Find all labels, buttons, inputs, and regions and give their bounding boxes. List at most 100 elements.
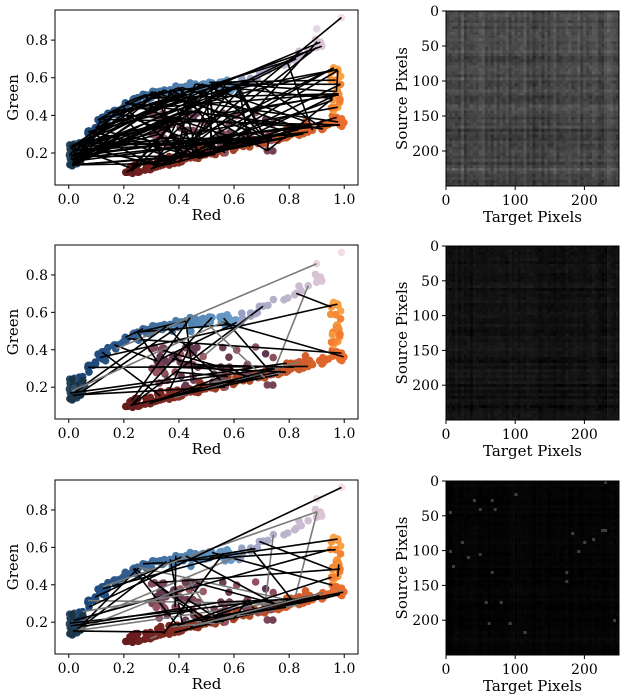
heatmap-cell [577,59,581,63]
heatmap-cell [484,167,489,172]
heatmap-cell [499,110,503,114]
data-point [336,315,345,323]
heatmap-cell [469,164,474,169]
heatmap-cell [526,68,530,72]
heatmap-cell [550,56,554,60]
heatmap-cell [559,267,563,271]
heatmap-cell [505,101,509,105]
heatmap-cell [460,176,465,181]
heatmap-cell [469,176,474,181]
heatmap-cell [595,71,599,75]
match-line [74,144,161,167]
heatmap-cell [466,62,471,66]
heatmap-cell [523,104,527,108]
heatmap-cell [493,167,498,172]
heatmap-cell [532,128,536,132]
heatmap-cell [490,23,495,27]
heatmap-cell [535,50,539,54]
heatmap-cell [574,164,578,169]
heatmap-cell [559,125,563,129]
heatmap-cell [571,176,575,181]
heatmap-cell [616,98,620,102]
heatmap-cell [454,146,459,151]
heatmap-cell [550,125,554,129]
heatmap-cell [502,267,506,271]
heatmap-cell [502,101,506,105]
heatmap-cell [457,110,462,114]
heatmap-cell [487,29,492,33]
heatmap-cell [460,26,465,30]
heatmap-cell [586,101,590,105]
heatmap-cell [592,101,596,105]
heatmap-cell [559,140,563,145]
heatmap-cell [529,38,533,42]
heatmap-cell [562,270,566,274]
heatmap-cell [532,32,536,36]
heatmap-cell [499,173,503,178]
heatmap-cell [589,68,593,72]
heatmap-cell [523,110,527,114]
heatmap-cell [446,107,450,111]
heatmap-cell [610,113,614,117]
heatmap-cell [472,270,477,274]
heatmap-cell [574,176,578,181]
heatmap-cell [499,176,503,181]
heatmap-cell [556,128,560,132]
heatmap-cell [517,125,521,129]
heatmap-cell [487,77,492,81]
heatmap-cell [544,35,548,39]
match-line [212,371,287,384]
heatmap-cell [508,246,512,250]
heatmap-cell [589,152,593,157]
heatmap-cell [553,110,557,114]
y-axis-label: Green [4,308,22,355]
data-point [192,344,200,352]
heatmap-cell [538,95,542,99]
heatmap-cell [553,164,557,169]
heatmap-cell [457,137,462,142]
heatmap-cell [457,249,462,253]
heatmap-cell [454,101,459,105]
heatmap-cell [493,261,498,265]
heatmap-cell [446,92,450,96]
heatmap-cell [484,74,489,78]
heatmap-cell [553,258,557,262]
heatmap-cell [448,44,453,48]
heatmap-cell [547,179,551,184]
heatmap-cell [490,146,495,151]
heatmap-cell [550,14,554,18]
heatmap-cell [598,53,602,57]
heatmap-cell [604,29,608,33]
heatmap-cell [544,59,548,63]
heatmap-cell [610,44,614,48]
heatmap-cell [616,74,620,78]
heatmap-cell [520,89,524,93]
heatmap-cell [457,26,462,30]
heatmap-cell [469,77,474,81]
heatmap-cell [577,164,581,169]
heatmap-cell [481,110,486,114]
heatmap-cell [580,47,584,51]
heatmap-cell [592,62,596,66]
heatmap-cell [496,53,500,57]
heatmap-cell [514,65,518,69]
heatmap-cell [523,122,527,126]
heatmap-cell [472,131,477,136]
heatmap-cell [493,170,498,175]
heatmap-cell [568,143,572,148]
heatmap-cell [484,47,489,51]
heatmap-cell [520,140,524,145]
heatmap-cell [490,14,495,18]
heatmap-cell [508,50,512,54]
heatmap-cell [610,104,614,108]
heatmap-cell [478,23,483,27]
heatmap-cell [478,86,483,90]
heatmap-cell [469,17,474,21]
heatmap-cell [616,167,620,172]
heatmap-cell [463,249,468,253]
heatmap-cell [448,261,453,265]
heatmap-cell [502,143,506,148]
heatmap-cell [550,176,554,181]
heatmap-cell [526,158,530,163]
match-line [199,377,265,387]
